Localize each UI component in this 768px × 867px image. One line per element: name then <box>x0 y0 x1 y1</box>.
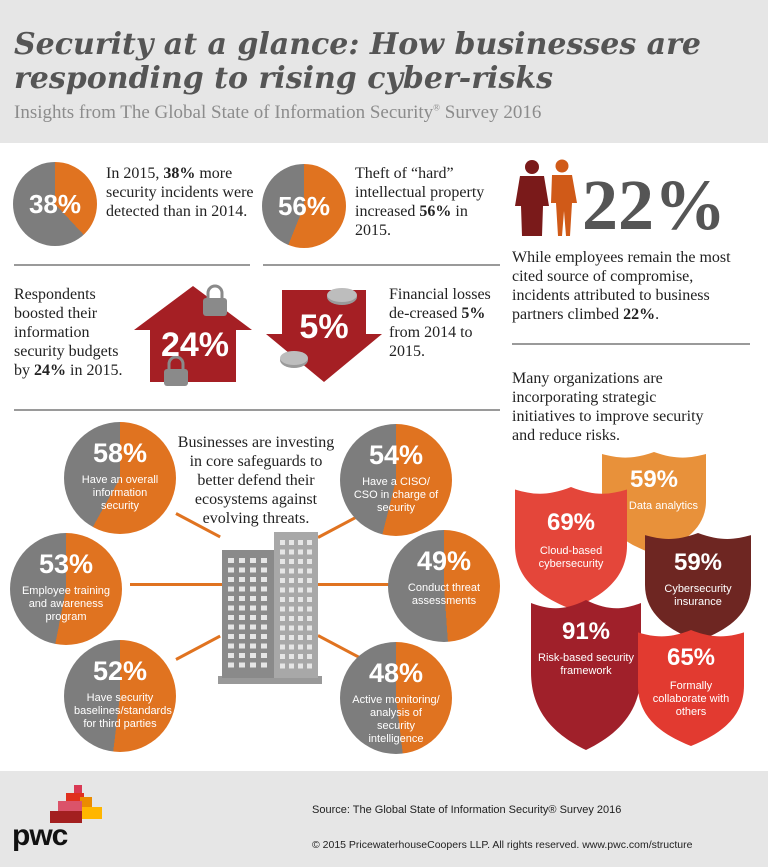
pwc-logo-mark-icon <box>50 785 102 823</box>
ip-theft-pct: 56% <box>277 191 331 221</box>
budgets-text: Respondents boosted their information se… <box>14 286 123 379</box>
office-building-icon <box>218 532 322 684</box>
coin-icon <box>327 288 357 305</box>
ip-theft-text: Theft of “hard” intellectual property in… <box>355 165 485 239</box>
pwc-logo: pwc <box>12 819 68 852</box>
copyright: © 2015 PricewaterhouseCoopers LLP. All r… <box>312 839 693 851</box>
incidents-text: In 2015, 38% more security incidents wer… <box>106 165 254 220</box>
padlock-icon-2 <box>164 356 188 386</box>
divider-2 <box>263 264 500 266</box>
connector-line <box>175 634 221 661</box>
business-partners-icon <box>515 159 577 236</box>
budgets-pct: 24% <box>160 326 230 364</box>
divider-1 <box>14 264 250 266</box>
safeguard-circle-overall-security: 58% Have an overall information security <box>64 422 176 534</box>
shield-insurance: 59% Cybersecurity insurance <box>645 533 751 641</box>
partners-pct: 22% <box>582 165 726 245</box>
incidents-pct: 38% <box>28 189 82 219</box>
connector-line <box>317 634 363 661</box>
safeguard-circle-training: 53% Employee training and awareness prog… <box>10 533 122 645</box>
partners-text: While employees remain the most cited so… <box>512 249 731 323</box>
footer-band: pwc Source: The Global State of Informat… <box>0 771 768 867</box>
safeguard-circle-ciso: 54% Have a CISO/ CSO in charge of securi… <box>340 424 452 536</box>
divider-4 <box>14 409 500 411</box>
shield-risk-framework: 91% Risk-based security framework <box>531 600 641 750</box>
safeguard-circle-third-parties: 52% Have security baselines/standards fo… <box>64 640 176 752</box>
incidents-pie <box>13 162 97 246</box>
ip-theft-pie <box>262 164 346 248</box>
coin-icon-2 <box>280 351 308 368</box>
safeguard-circle-threat-assessments: 49% Conduct threat assessments <box>388 530 500 642</box>
losses-pct: 5% <box>299 308 349 346</box>
safeguards-intro: Businesses are investing in core safegua… <box>177 434 335 527</box>
losses-text: Financial losses de-creased 5% from 2014… <box>389 286 491 360</box>
safeguard-circle-monitoring: 48% Active monitoring/ analysis of secur… <box>340 642 452 754</box>
source-note: Source: The Global State of Information … <box>312 804 622 816</box>
padlock-icon <box>203 284 227 316</box>
divider-3 <box>512 343 750 345</box>
down-arrow-icon <box>266 290 382 382</box>
shield-collaborate: 65% Formally collaborate with others <box>638 630 744 746</box>
page-title: Security at a glance: How businesses are… <box>14 27 702 96</box>
connector-line <box>318 583 398 586</box>
shield-cloud: 69% Cloud-based cybersecurity <box>515 487 627 609</box>
page-subtitle: Insights from The Global State of Inform… <box>14 102 542 123</box>
connector-line <box>130 583 230 586</box>
initiatives-intro: Many organizations are incorporating str… <box>512 370 704 444</box>
header-band: Security at a glance: How businesses are… <box>0 0 768 143</box>
